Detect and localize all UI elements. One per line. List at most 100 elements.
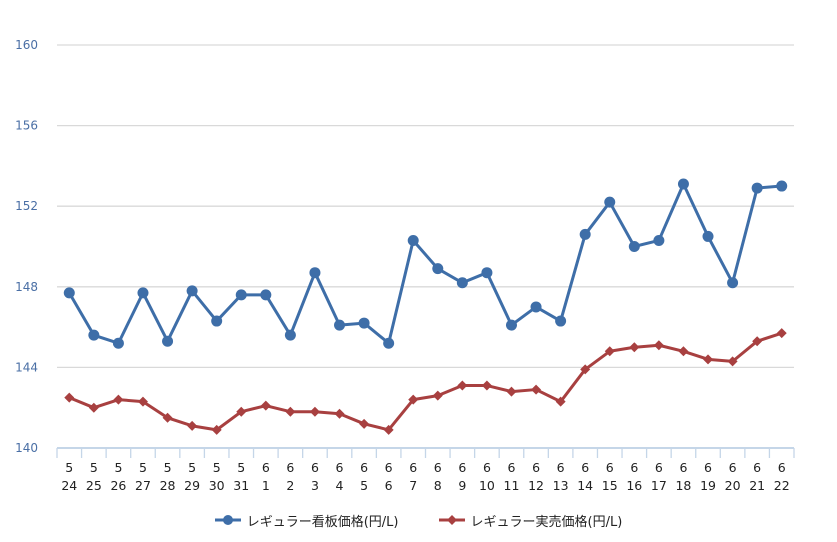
data-point[interactable] (309, 406, 320, 417)
data-point[interactable] (137, 396, 148, 407)
legend-item-signboard-price[interactable]: レギュラー看板価格(円/L) (214, 511, 399, 530)
data-point[interactable] (408, 394, 419, 405)
data-point[interactable] (702, 230, 714, 242)
data-point[interactable] (309, 267, 321, 279)
data-point[interactable] (579, 228, 591, 240)
circle-marker-icon (214, 515, 241, 525)
data-point[interactable] (580, 364, 591, 375)
data-point[interactable] (703, 354, 714, 365)
x-tick-day: 30 (209, 478, 225, 493)
data-point[interactable] (506, 386, 517, 397)
data-point[interactable] (64, 392, 75, 403)
x-tick-month: 6 (606, 460, 614, 475)
data-point[interactable] (555, 396, 566, 407)
x-tick-month: 6 (753, 460, 761, 475)
data-point[interactable] (334, 319, 346, 331)
data-point[interactable] (407, 234, 419, 246)
x-tick-day: 16 (626, 478, 642, 493)
data-point[interactable] (88, 329, 100, 341)
x-axis: 5245255265275285295305316162636465666768… (56, 447, 795, 493)
data-point[interactable] (456, 277, 468, 289)
data-point[interactable] (113, 394, 124, 405)
data-point[interactable] (776, 328, 787, 339)
data-point[interactable] (555, 315, 567, 327)
x-tick-month: 5 (114, 460, 122, 475)
x-tick-day: 1 (262, 478, 270, 493)
data-point[interactable] (162, 412, 173, 423)
x-tick-month: 6 (557, 460, 565, 475)
data-point[interactable] (530, 301, 542, 313)
data-point[interactable] (383, 424, 394, 435)
series-actual-price (64, 328, 787, 435)
x-tick-day: 31 (233, 478, 249, 493)
gridlines (57, 44, 794, 369)
x-tick-day: 11 (504, 478, 520, 493)
x-tick-day: 19 (700, 478, 716, 493)
data-point[interactable] (187, 420, 198, 431)
legend-label: レギュラー看板価格(円/L) (246, 514, 399, 530)
data-point[interactable] (284, 329, 296, 341)
data-point[interactable] (505, 319, 517, 331)
x-tick-month: 6 (385, 460, 393, 475)
x-tick-month: 5 (90, 460, 98, 475)
data-point[interactable] (727, 356, 738, 367)
x-tick-day: 18 (675, 478, 691, 493)
x-tick-month: 6 (581, 460, 589, 475)
data-point[interactable] (432, 263, 444, 275)
x-tick-day: 3 (311, 478, 319, 493)
x-tick-month: 6 (704, 460, 712, 475)
data-point[interactable] (432, 390, 443, 401)
data-point[interactable] (211, 424, 222, 435)
y-tick-label: 144 (15, 360, 38, 374)
data-point[interactable] (63, 287, 75, 299)
x-tick-day: 26 (110, 478, 126, 493)
data-point[interactable] (285, 406, 296, 417)
data-point[interactable] (481, 267, 493, 279)
data-point[interactable] (137, 287, 149, 299)
data-point[interactable] (604, 346, 615, 357)
x-tick-day: 2 (286, 478, 294, 493)
x-tick-month: 6 (336, 460, 344, 475)
data-point[interactable] (88, 402, 99, 413)
data-point[interactable] (236, 406, 247, 417)
data-point[interactable] (751, 182, 763, 194)
legend-item-actual-price[interactable]: レギュラー実売価格(円/L) (438, 511, 623, 530)
x-tick-month: 6 (630, 460, 638, 475)
data-point[interactable] (752, 336, 763, 347)
data-point[interactable] (531, 384, 542, 395)
data-point[interactable] (481, 380, 492, 391)
series-line (68, 331, 783, 432)
data-point[interactable] (112, 337, 124, 349)
data-point[interactable] (677, 178, 689, 190)
data-point[interactable] (653, 234, 665, 246)
data-point[interactable] (629, 342, 640, 353)
data-point[interactable] (235, 289, 247, 301)
data-point[interactable] (260, 400, 271, 411)
data-point[interactable] (678, 346, 689, 357)
x-tick-day: 10 (479, 478, 495, 493)
x-tick-month: 5 (65, 460, 73, 475)
x-tick-month: 6 (262, 460, 270, 475)
data-point[interactable] (358, 317, 370, 329)
data-point[interactable] (653, 340, 664, 351)
data-point[interactable] (383, 337, 395, 349)
x-tick-month: 6 (434, 460, 442, 475)
data-point[interactable] (162, 335, 174, 347)
data-point[interactable] (457, 380, 468, 391)
data-point[interactable] (604, 196, 616, 208)
data-point[interactable] (334, 408, 345, 419)
data-point[interactable] (260, 289, 272, 301)
legend-label: レギュラー実売価格(円/L) (470, 514, 623, 530)
data-point[interactable] (211, 315, 223, 327)
data-point[interactable] (359, 418, 370, 429)
data-point[interactable] (727, 277, 739, 289)
y-tick-label: 160 (15, 38, 38, 52)
x-tick-month: 6 (286, 460, 294, 475)
data-point[interactable] (186, 285, 198, 297)
data-point[interactable] (776, 180, 788, 192)
x-tick-month: 6 (483, 460, 491, 475)
x-tick-month: 6 (729, 460, 737, 475)
data-point[interactable] (628, 241, 640, 252)
diamond-marker-icon (438, 515, 465, 525)
